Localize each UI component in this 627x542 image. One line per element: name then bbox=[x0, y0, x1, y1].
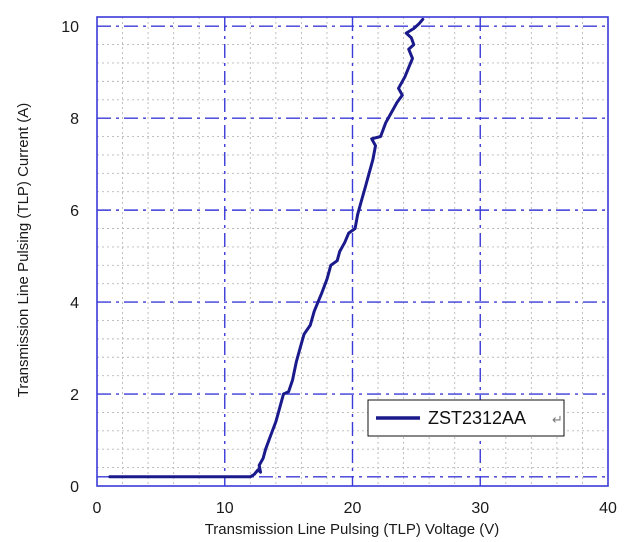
x-tick-label: 20 bbox=[344, 500, 362, 517]
x-tick-labels: 0 10 20 30 40 bbox=[93, 500, 617, 517]
x-tick-label: 30 bbox=[471, 500, 489, 517]
return-glyph: ↵ bbox=[552, 413, 563, 428]
x-tick-label: 40 bbox=[599, 500, 617, 517]
y-tick-label: 10 bbox=[61, 19, 79, 36]
y-tick-label: 6 bbox=[70, 203, 79, 220]
y-tick-label: 4 bbox=[70, 295, 79, 312]
legend-box bbox=[367, 399, 565, 437]
x-tick-label: 0 bbox=[93, 500, 102, 517]
series-line-zst2312aa bbox=[108, 17, 425, 479]
y-tick-label: 8 bbox=[70, 111, 79, 128]
series-layer bbox=[108, 17, 425, 479]
plot-frame bbox=[96, 16, 609, 487]
y-tick-labels: 0 2 4 6 8 10 bbox=[61, 19, 79, 496]
y-tick-label: 0 bbox=[70, 479, 79, 496]
x-tick-label: 10 bbox=[216, 500, 234, 517]
legend: ZST2312AA ↵ bbox=[367, 399, 565, 437]
legend-entry-label: ZST2312AA bbox=[428, 408, 526, 428]
y-tick-label: 2 bbox=[70, 387, 79, 404]
x-axis-label: Transmission Line Pulsing (TLP) Voltage … bbox=[205, 521, 500, 538]
y-axis-label: Transmission Line Pulsing (TLP) Current … bbox=[15, 103, 32, 398]
